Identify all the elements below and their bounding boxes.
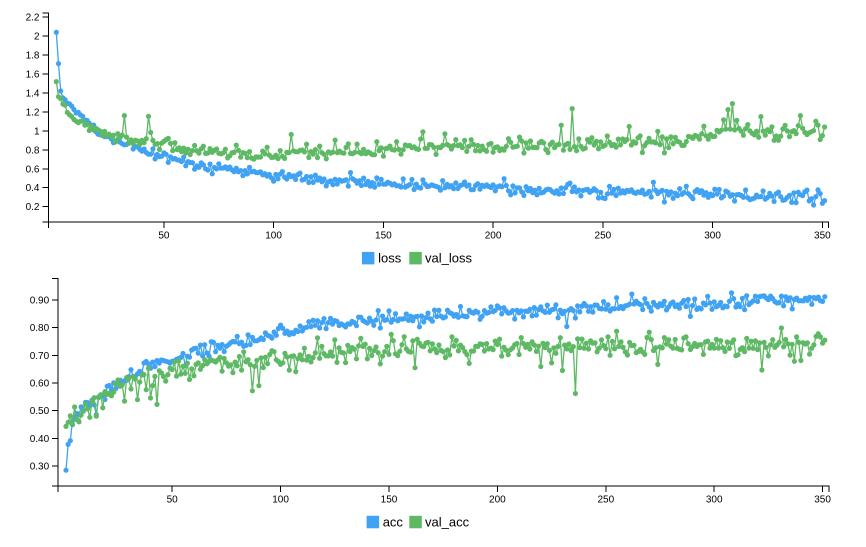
svg-text:1.4: 1.4 xyxy=(26,88,40,99)
svg-text:2: 2 xyxy=(34,32,40,43)
svg-text:300: 300 xyxy=(704,231,721,242)
svg-text:0.30: 0.30 xyxy=(30,462,50,473)
svg-text:1.8: 1.8 xyxy=(26,51,40,62)
svg-text:350: 350 xyxy=(814,495,831,506)
svg-text:250: 250 xyxy=(597,495,614,506)
svg-text:300: 300 xyxy=(706,495,723,506)
svg-text:0.6: 0.6 xyxy=(26,164,40,175)
svg-text:0.60: 0.60 xyxy=(30,379,50,390)
svg-text:100: 100 xyxy=(272,495,289,506)
svg-text:200: 200 xyxy=(489,495,506,506)
svg-text:250: 250 xyxy=(595,231,612,242)
svg-text:0.90: 0.90 xyxy=(30,296,50,307)
svg-text:1.6: 1.6 xyxy=(26,70,40,81)
svg-text:350: 350 xyxy=(814,231,831,242)
svg-text:150: 150 xyxy=(381,495,398,506)
svg-text:acc: acc xyxy=(383,514,404,529)
svg-text:50: 50 xyxy=(158,231,170,242)
svg-text:2.2: 2.2 xyxy=(26,13,40,24)
svg-text:val_acc: val_acc xyxy=(425,514,470,529)
svg-text:0.8: 0.8 xyxy=(26,145,40,156)
svg-text:0.80: 0.80 xyxy=(30,323,50,334)
svg-text:0.50: 0.50 xyxy=(30,406,50,417)
svg-text:50: 50 xyxy=(167,495,179,506)
svg-text:loss: loss xyxy=(378,251,402,266)
svg-text:0.70: 0.70 xyxy=(30,351,50,362)
svg-text:0.40: 0.40 xyxy=(30,434,50,445)
svg-text:0.4: 0.4 xyxy=(26,183,40,194)
svg-text:val_loss: val_loss xyxy=(425,251,472,266)
svg-text:150: 150 xyxy=(375,231,392,242)
svg-text:1: 1 xyxy=(34,126,40,137)
svg-text:100: 100 xyxy=(265,231,282,242)
svg-text:0.2: 0.2 xyxy=(26,202,40,213)
svg-text:200: 200 xyxy=(485,231,502,242)
svg-text:1.2: 1.2 xyxy=(26,107,40,118)
